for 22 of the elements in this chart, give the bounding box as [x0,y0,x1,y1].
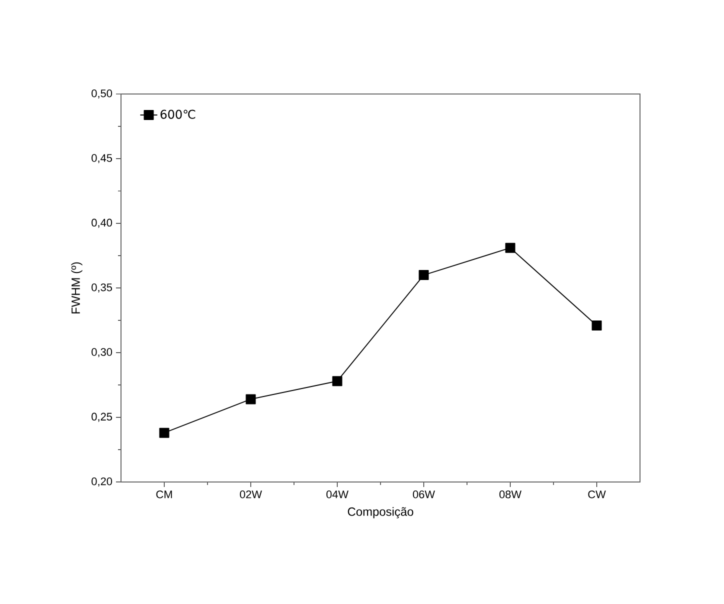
point [592,320,602,330]
y-tick-label: 0,20 [92,477,112,487]
y-tick-label: 0,35 [92,283,112,293]
x-axis-title: Composição [348,507,414,518]
x-tick-label: 02W [240,490,262,498]
legend-label: 600℃ [160,110,196,119]
point [159,428,170,438]
x-tick-label: CM [156,490,172,498]
y-tick-label: 0,45 [92,154,112,164]
y-tick-label: 0,50 [92,89,112,99]
point [332,376,342,386]
x-tick-label: CW [588,490,606,498]
point [505,242,516,253]
y-axis-title: FWHM (º) [71,262,82,314]
y-tick-label: 0,30 [92,348,112,358]
y-tick-label: 0,25 [92,412,112,422]
x-tick-label: 04W [326,490,348,498]
point [246,394,256,404]
x-tick-label: 06W [412,490,435,498]
x-tick-label: 08W [499,490,522,498]
y-tick-label: 0,40 [92,218,112,228]
point [418,270,429,280]
